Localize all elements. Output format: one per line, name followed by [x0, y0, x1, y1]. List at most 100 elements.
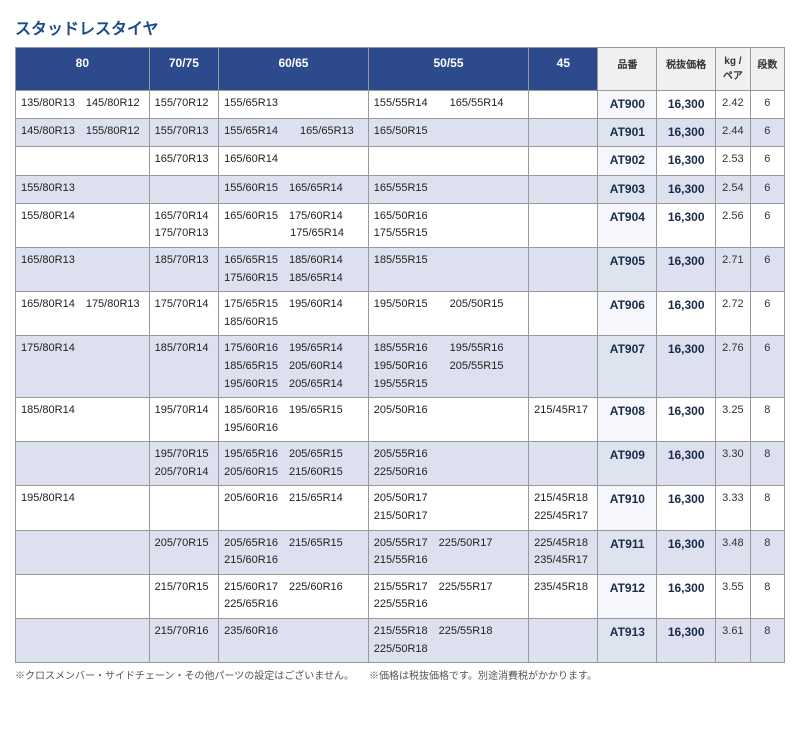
table-row: 165/70R13165/60R14AT90216,3002.536 [16, 147, 785, 175]
cell: 185/70R13 [149, 247, 218, 291]
cell: 155/70R13 [149, 119, 218, 147]
cell: 165/60R15 175/60R14 175/65R14 [219, 203, 369, 247]
cell: 6 [750, 292, 784, 336]
cell: 205/50R16 [368, 398, 528, 442]
cell [149, 175, 218, 203]
cell: AT909 [598, 442, 657, 486]
cell: 155/55R14 165/55R14 [368, 91, 528, 119]
cell: 235/45R18 [529, 574, 598, 618]
table-row: 165/80R13185/70R13165/65R15 185/60R14175… [16, 247, 785, 291]
cell: 8 [750, 442, 784, 486]
header-kg: kg /ペア [716, 48, 751, 91]
cell: 16,300 [657, 247, 716, 291]
cell: 215/55R17 225/55R17225/55R16 [368, 574, 528, 618]
cell: 155/65R13 [219, 91, 369, 119]
cell: 16,300 [657, 442, 716, 486]
cell: AT904 [598, 203, 657, 247]
cell: 16,300 [657, 619, 716, 663]
cell: 3.48 [716, 530, 751, 574]
cell: 2.53 [716, 147, 751, 175]
header-45: 45 [529, 48, 598, 91]
table-row: 155/80R14165/70R14175/70R13165/60R15 175… [16, 203, 785, 247]
cell: 195/70R14 [149, 398, 218, 442]
table-row: 175/80R14185/70R14175/60R16 195/65R14185… [16, 336, 785, 398]
table-row: 155/80R13155/60R15 165/65R14165/55R15AT9… [16, 175, 785, 203]
cell: 175/70R14 [149, 292, 218, 336]
cell: 16,300 [657, 486, 716, 530]
cell: AT908 [598, 398, 657, 442]
cell: 165/70R14175/70R13 [149, 203, 218, 247]
cell: AT907 [598, 336, 657, 398]
cell: 185/70R14 [149, 336, 218, 398]
table-row: 215/70R15215/60R17 225/60R16225/65R16215… [16, 574, 785, 618]
cell: 16,300 [657, 336, 716, 398]
cell [16, 147, 150, 175]
cell [16, 530, 150, 574]
cell [529, 619, 598, 663]
cell: 165/65R15 185/60R14175/60R15 185/65R14 [219, 247, 369, 291]
table-row: 195/70R15205/70R14195/65R16 205/65R15205… [16, 442, 785, 486]
cell: 2.54 [716, 175, 751, 203]
cell: 215/60R17 225/60R16225/65R16 [219, 574, 369, 618]
cell: 205/60R16 215/65R14 [219, 486, 369, 530]
cell [368, 147, 528, 175]
cell: 155/65R14 165/65R13 [219, 119, 369, 147]
cell: 205/55R16225/50R16 [368, 442, 528, 486]
cell: 235/60R16 [219, 619, 369, 663]
table-row: 145/80R13 155/80R12155/70R13155/65R14 16… [16, 119, 785, 147]
header-price: 税抜価格 [657, 48, 716, 91]
cell: 185/55R15 [368, 247, 528, 291]
cell: 195/65R16 205/65R15205/60R15 215/60R15 [219, 442, 369, 486]
cell: 6 [750, 147, 784, 175]
cell: 165/80R14 175/80R13 [16, 292, 150, 336]
header-5055: 50/55 [368, 48, 528, 91]
cell: 8 [750, 486, 784, 530]
cell: 8 [750, 619, 784, 663]
cell: AT912 [598, 574, 657, 618]
cell: 3.55 [716, 574, 751, 618]
cell: 16,300 [657, 147, 716, 175]
cell: 6 [750, 336, 784, 398]
cell: 155/60R15 165/65R14 [219, 175, 369, 203]
cell: 165/60R14 [219, 147, 369, 175]
cell [529, 119, 598, 147]
table-row: 195/80R14205/60R16 215/65R14205/50R17215… [16, 486, 785, 530]
cell: AT911 [598, 530, 657, 574]
cell [529, 147, 598, 175]
cell: 185/55R16 195/55R16195/50R16 205/55R1519… [368, 336, 528, 398]
cell: AT901 [598, 119, 657, 147]
cell: 2.44 [716, 119, 751, 147]
cell: 16,300 [657, 574, 716, 618]
cell: 165/80R13 [16, 247, 150, 291]
cell: 215/45R18225/45R17 [529, 486, 598, 530]
table-row: 215/70R16235/60R16215/55R18 225/55R18225… [16, 619, 785, 663]
table-row: 135/80R13 145/80R12155/70R12155/65R13155… [16, 91, 785, 119]
cell: 6 [750, 203, 784, 247]
cell: 16,300 [657, 530, 716, 574]
cell: 2.72 [716, 292, 751, 336]
cell [529, 203, 598, 247]
header-steps: 段数 [750, 48, 784, 91]
cell [529, 442, 598, 486]
cell: 175/80R14 [16, 336, 150, 398]
cell [16, 574, 150, 618]
cell: 215/45R17 [529, 398, 598, 442]
cell: 205/65R16 215/65R15215/60R16 [219, 530, 369, 574]
cell: 185/80R14 [16, 398, 150, 442]
cell [529, 292, 598, 336]
cell: 215/70R16 [149, 619, 218, 663]
cell [149, 486, 218, 530]
cell [529, 336, 598, 398]
cell: 155/70R12 [149, 91, 218, 119]
cell: AT913 [598, 619, 657, 663]
header-row: 80 70/75 60/65 50/55 45 品番 税抜価格 kg /ペア 段… [16, 48, 785, 91]
cell: 135/80R13 145/80R12 [16, 91, 150, 119]
cell: 8 [750, 530, 784, 574]
cell: 215/55R18 225/55R18225/50R18 [368, 619, 528, 663]
header-6065: 60/65 [219, 48, 369, 91]
cell [16, 619, 150, 663]
cell: 165/50R16175/55R15 [368, 203, 528, 247]
table-row: 165/80R14 175/80R13175/70R14175/65R15 19… [16, 292, 785, 336]
cell: AT906 [598, 292, 657, 336]
cell [16, 442, 150, 486]
